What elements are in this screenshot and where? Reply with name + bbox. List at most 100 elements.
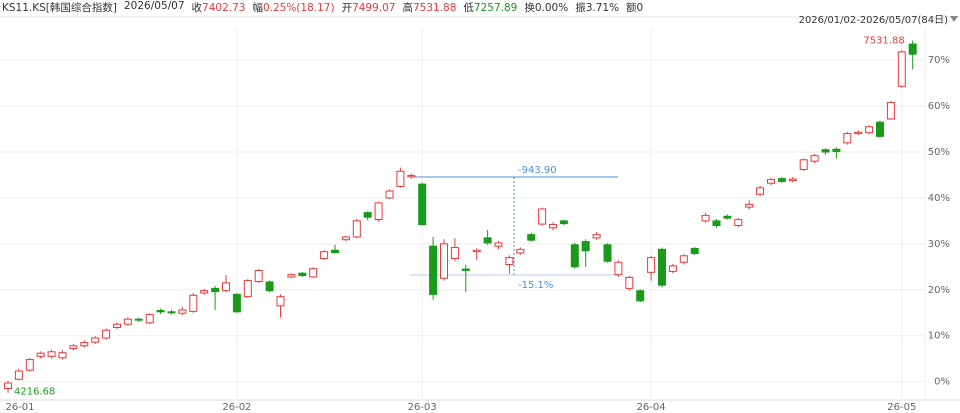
- x-tick-label: 26-01: [5, 402, 34, 413]
- candle-body: [156, 309, 165, 313]
- candle-body: [102, 329, 111, 339]
- header-value: 7531.88: [412, 2, 457, 14]
- range-label: 2026/01/02-2026/05/07(84日): [799, 15, 949, 26]
- candle-body: [821, 149, 830, 153]
- range-dropdown[interactable]: [950, 16, 958, 22]
- candle-body: [374, 202, 383, 221]
- candle-body: [25, 359, 34, 371]
- header-label: 收: [191, 2, 203, 14]
- candle-body: [385, 190, 394, 199]
- candle-body: [908, 43, 917, 55]
- y-tick-label: 20%: [928, 285, 950, 296]
- candle-body: [189, 294, 198, 312]
- candle-body: [603, 244, 612, 262]
- candle-body: [134, 318, 143, 321]
- header-value: 7402.73: [202, 2, 246, 14]
- candle-body: [897, 51, 906, 87]
- x-tick-label: 26-05: [887, 402, 916, 413]
- candle-body: [538, 208, 547, 225]
- candle-body: [876, 121, 884, 137]
- candle-body: [647, 257, 656, 273]
- candle-body: [854, 131, 863, 135]
- header-label: 额: [626, 2, 637, 14]
- header-item: 收7402.73: [192, 0, 246, 14]
- candle-body: [810, 155, 819, 162]
- candle-body: [625, 276, 634, 289]
- header-label: 幅: [252, 2, 263, 14]
- candle-body: [396, 170, 405, 187]
- candle-body: [483, 237, 492, 244]
- y-tick-label: 30%: [928, 239, 950, 250]
- candle-body: [352, 220, 361, 238]
- x-tick-label: 26-02: [222, 402, 251, 413]
- header-value: 0.25%(18.17): [262, 2, 335, 14]
- header-item: 额0: [626, 0, 643, 14]
- candle-body: [658, 248, 666, 286]
- candle-body: [200, 290, 209, 294]
- candle-body: [178, 309, 187, 314]
- candle-body: [592, 234, 601, 239]
- candle-body: [407, 174, 416, 178]
- candle-body: [145, 314, 154, 324]
- header-value: 7257.89: [473, 2, 518, 14]
- candle-body: [450, 247, 459, 260]
- y-tick-label: 50%: [928, 147, 950, 158]
- candle-body: [287, 274, 296, 278]
- x-tick-label: 26-03: [408, 402, 437, 413]
- candle-body: [581, 241, 590, 252]
- y-tick-label: 40%: [928, 193, 950, 204]
- candle-body: [14, 370, 23, 380]
- header-label: 换: [524, 2, 535, 14]
- candle-body: [799, 159, 808, 170]
- header-label: 振: [575, 2, 586, 14]
- candle-body: [418, 183, 427, 226]
- candle-body: [331, 249, 339, 254]
- candle-body: [494, 242, 503, 247]
- candle-body: [47, 351, 56, 357]
- header: KS11.KS[韩国综合指数] 2026/05/07 收7402.73 幅0.25…: [2, 0, 643, 14]
- candle-body: [516, 248, 525, 254]
- measure-pct: -15.1%: [518, 280, 553, 291]
- header-item: 高7531.88: [402, 0, 456, 14]
- candle-body: [614, 261, 623, 276]
- candle-body: [4, 382, 12, 390]
- header-value: 0: [636, 2, 644, 14]
- candle-body: [668, 265, 677, 272]
- candle-body: [58, 352, 67, 359]
- header-item: 幅0.25%(18.17): [252, 0, 334, 14]
- candle-body: [298, 272, 307, 277]
- candle-body: [341, 236, 350, 241]
- header-label: 高: [402, 2, 413, 14]
- header-value: 0.00%: [534, 2, 569, 14]
- candle-body: [701, 214, 710, 222]
- candle-body: [232, 293, 241, 313]
- candle-body: [559, 220, 568, 225]
- candle-body: [756, 187, 765, 195]
- min-label: 4216.68: [14, 387, 55, 398]
- candle-body: [745, 203, 754, 208]
- candle-body: [777, 178, 786, 182]
- candle-body: [767, 179, 775, 184]
- header-item: 振3.71%: [575, 0, 619, 14]
- candle-body: [723, 215, 732, 219]
- header-label: 低: [463, 2, 474, 14]
- header-value: 7499.07: [352, 2, 396, 14]
- candle-body: [265, 281, 274, 292]
- candle-body: [549, 224, 557, 229]
- candle-body: [843, 133, 852, 144]
- header-label: 开: [341, 2, 353, 14]
- candle-body: [80, 342, 89, 347]
- symbol: KS11.KS[韩国综合指数]: [2, 2, 117, 14]
- candle-body: [865, 126, 874, 134]
- candle-body: [690, 247, 699, 254]
- candle-body: [36, 352, 45, 357]
- date: 2026/05/07: [124, 0, 185, 12]
- candle-body: [832, 148, 841, 153]
- candle-body: [636, 290, 645, 302]
- candle-body: [527, 234, 536, 241]
- candle-body: [679, 255, 688, 263]
- candle-body: [113, 323, 121, 328]
- candle-body: [69, 345, 78, 350]
